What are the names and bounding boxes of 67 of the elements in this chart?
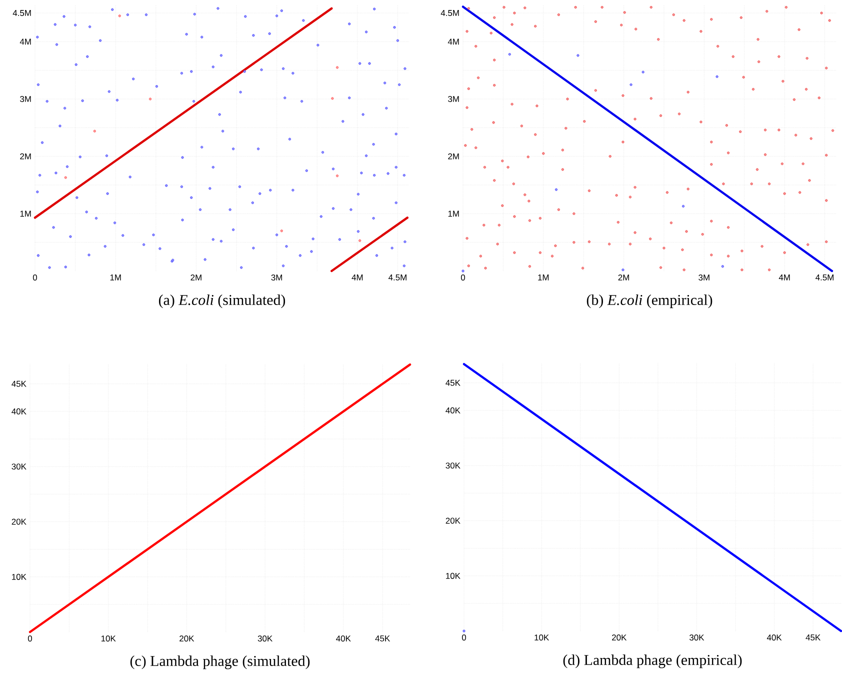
point <box>462 270 464 272</box>
y-tick-label: 30K <box>446 462 460 469</box>
point <box>148 98 152 100</box>
x-tick-label: 40K <box>336 636 351 642</box>
x-tick-label: 4.5M <box>388 274 406 280</box>
y-tick-label: 1M <box>20 210 31 217</box>
point <box>336 174 339 178</box>
y-tick-label: 20K <box>12 518 26 525</box>
text: (c) Lambda phage (simulated) <box>130 656 310 670</box>
x-tick-label: 2M <box>190 274 202 280</box>
x-tick-label: 45K <box>806 634 821 640</box>
y-tick-label: 4M <box>448 38 459 45</box>
x-tick-label: 3M <box>698 274 710 281</box>
point <box>93 130 96 132</box>
x-tick-label: 0 <box>462 634 466 641</box>
point <box>630 83 632 86</box>
y-tick-label: 45K <box>446 380 460 386</box>
x-tick-label: 4M <box>778 274 790 280</box>
point <box>682 204 685 208</box>
x-tick-label: 1M <box>110 274 121 280</box>
y-tick-label: 4.5M <box>440 10 459 16</box>
x-tick-label: 45K <box>375 636 390 642</box>
x-tick-label: 0 <box>32 274 38 281</box>
point <box>64 176 67 179</box>
x-tick-label: 3M <box>271 274 282 281</box>
x-tick-label: 0 <box>28 636 32 642</box>
x-tick-label: 30K <box>690 634 704 641</box>
x-tick-label: 20K <box>180 636 194 642</box>
text: (b) E.coli (empirical) <box>586 294 712 308</box>
x-tick-label: 10K <box>534 634 550 641</box>
x-tick-label: 40K <box>766 634 782 641</box>
y-tick-label: 3M <box>448 96 459 102</box>
y-tick-label: 1M <box>448 210 459 217</box>
point <box>118 14 121 18</box>
x-tick-label: 0 <box>460 274 466 281</box>
y-tick-label: 40K <box>446 407 460 414</box>
point <box>336 66 339 69</box>
point <box>716 75 718 78</box>
point <box>721 265 724 268</box>
y-tick-label: 30K <box>12 464 26 470</box>
y-tick-label: 3M <box>20 96 31 102</box>
x-tick-label: 1M <box>538 274 549 280</box>
y-tick-label: 20K <box>446 518 460 524</box>
point <box>554 188 558 191</box>
x-tick-label: 20K <box>612 634 627 641</box>
point <box>622 268 624 272</box>
y-tick-label: 45K <box>12 380 26 387</box>
point <box>642 70 644 74</box>
text: (d) Lambda phage (empirical) <box>563 654 742 668</box>
x-tick-label: 10K <box>101 636 116 642</box>
y-tick-label: 4.5M <box>12 10 31 16</box>
text: (a) E.coli (simulated) <box>158 294 286 308</box>
y-tick-label: 10K <box>446 572 460 579</box>
x-tick-label: 30K <box>258 636 272 642</box>
y-tick-label: 4M <box>20 38 31 45</box>
x-tick-label: 4M <box>352 274 363 280</box>
point <box>508 52 511 56</box>
x-tick-label: 4.5M <box>816 274 834 280</box>
point <box>576 54 580 57</box>
point <box>358 239 362 242</box>
y-tick-label: 2M <box>20 153 31 160</box>
y-tick-label: 2M <box>448 153 459 160</box>
y-tick-label: 10K <box>12 574 26 580</box>
point <box>331 97 334 100</box>
point <box>280 230 283 232</box>
x-tick-label: 2M <box>618 274 629 280</box>
y-tick-label: 40K <box>12 408 26 414</box>
